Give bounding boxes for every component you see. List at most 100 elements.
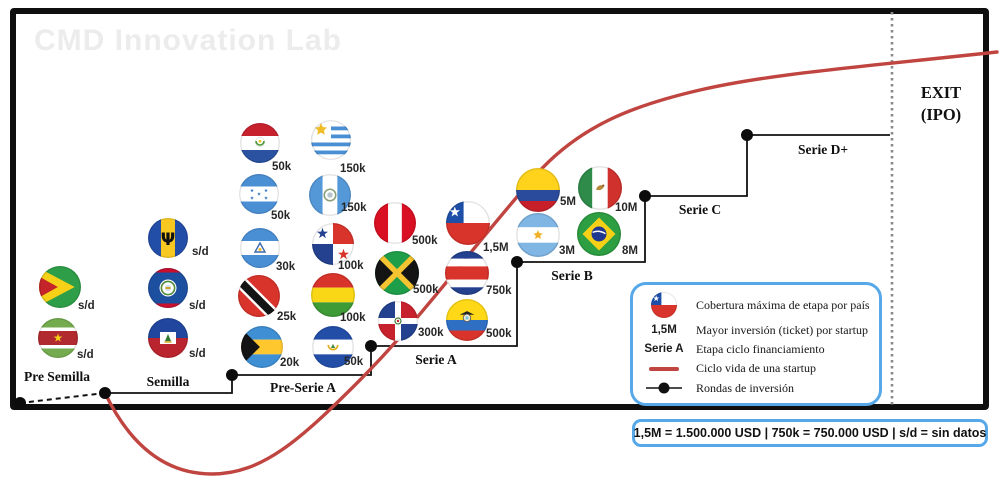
chile-flag-icon [446,201,490,245]
ecuador-flag-icon [446,299,488,341]
stage-label-serie-d+: Serie D+ [797,142,849,157]
ticket-value: 50k [271,210,291,222]
ticket-value: 30k [276,261,296,273]
legend-row: Cobertura máxima de etapa por país [639,292,873,319]
ticket-value: 50k [272,161,292,173]
paraguay-flag-icon [240,123,280,163]
lifecycle-line-icon [639,366,689,372]
haití-flag-icon [148,318,188,358]
flag-belize [148,268,188,308]
flag-bolivia [311,273,355,317]
ticket-value: s/d [78,300,95,312]
flag-guyana [39,266,81,308]
flag-costa-rica [445,251,489,295]
colombia-flag-icon [516,168,560,212]
flag-ecuador [446,299,488,341]
flag-panamá [312,223,354,265]
flag-jamaica [375,251,419,295]
ticket-value: 5M [560,196,576,208]
chile-flag-icon [639,292,689,319]
flag-brasil [577,212,621,256]
round-dot-line-icon [646,382,682,394]
ticket-value: s/d [192,246,209,258]
legend-row: 1,5M Mayor inversión (ticket) por startup [639,323,873,338]
svg-text:Ψ: Ψ [161,230,175,250]
perú-flag-icon [374,202,416,244]
guyana-flag-icon [39,266,81,308]
legend-label: Ciclo vida de una startup [696,361,816,376]
ticket-value: 150k [340,163,366,175]
stage-label-serie-c: Serie C [678,202,722,217]
legend-label: Cobertura máxima de etapa por país [696,297,870,312]
el-salvador-flag-icon [312,326,354,368]
stage-key-text: Serie A [644,343,684,356]
legend-row: Ciclo vida de una startup [639,361,873,376]
stage-label-pre-serie-a: Pre-Serie A [269,380,337,395]
ticket-value: 50k [344,356,364,368]
flag-guatemala [309,174,351,216]
suriname-flag-icon [38,318,78,358]
panamá-flag-icon [312,223,354,265]
uruguay-flag-icon [311,120,351,160]
ticket-value: s/d [189,348,206,360]
legend-row: Rondas de inversión [639,381,873,396]
flag-suriname [38,318,78,358]
legend-row: Serie A Etapa ciclo financiamiento [639,342,873,357]
flag-uruguay [311,120,351,160]
stage-label-serie-a: Serie A [415,352,457,367]
costa-rica-flag-icon [445,251,489,295]
stage-label-semilla: Semilla [146,374,190,389]
exit-line1: EXIT [920,83,962,102]
flag-chile [446,201,490,245]
flag-haití [148,318,188,358]
flag-argentina [516,213,560,257]
ticket-value: 10M [615,202,638,214]
nicaragua-flag-icon [240,228,280,268]
ticket-value: 500k [412,235,438,247]
stage-label-serie-b: Serie B [551,268,593,283]
flag-barbados: Ψ [148,218,188,258]
ticket-value: 100k [338,260,364,272]
ticket-value: 750k [486,285,512,297]
legend: Cobertura máxima de etapa por país 1,5M Ma… [630,282,882,406]
república-dominicana-flag-icon [378,301,418,341]
flag-méxico [578,166,622,210]
ticket-key-text: 1,5M [651,324,677,337]
flag-nicaragua [240,228,280,268]
ticket-value: 20k [280,357,300,369]
méxico-flag-icon [578,166,622,210]
barbados-flag-icon: Ψ [148,218,188,258]
footer-note: 1,5M = 1.500.000 USD | 750k = 750.000 US… [632,419,988,447]
legend-label: Etapa ciclo financiamiento [696,341,825,356]
flag-trinidad-y-tobago [238,275,280,317]
stage-label-pre-semilla: Pre Semilla [23,369,91,384]
ticket-value: s/d [77,349,94,361]
flag-colombia [516,168,560,212]
honduras-flag-icon [239,174,279,214]
ticket-value: 500k [486,328,512,340]
brasil-flag-icon [577,212,621,256]
legend-label: Mayor inversión (ticket) por startup [696,322,868,337]
flag-el-salvador [312,326,354,368]
exit-line2: (IPO) [920,105,962,125]
chile-flag-icon [651,292,677,319]
bahamas-flag-icon [241,326,283,368]
ticket-value: 3M [559,245,575,257]
flag-perú [374,202,416,244]
round-dot-line-icon [639,381,689,395]
ticket-value: 1,5M [483,242,509,254]
flag-república-dominicana [378,301,418,341]
ticket-value: 150k [341,202,367,214]
belize-flag-icon [148,268,188,308]
ticket-value: 8M [622,245,638,257]
exit-ipo-label: EXIT (IPO) [921,82,961,127]
jamaica-flag-icon [375,251,419,295]
legend-label: Rondas de inversión [696,380,794,395]
ticket-value: 25k [277,311,297,323]
ticket-value: 300k [418,327,444,339]
argentina-flag-icon [516,213,560,257]
flag-honduras [239,174,279,214]
ticket-value: s/d [189,300,206,312]
